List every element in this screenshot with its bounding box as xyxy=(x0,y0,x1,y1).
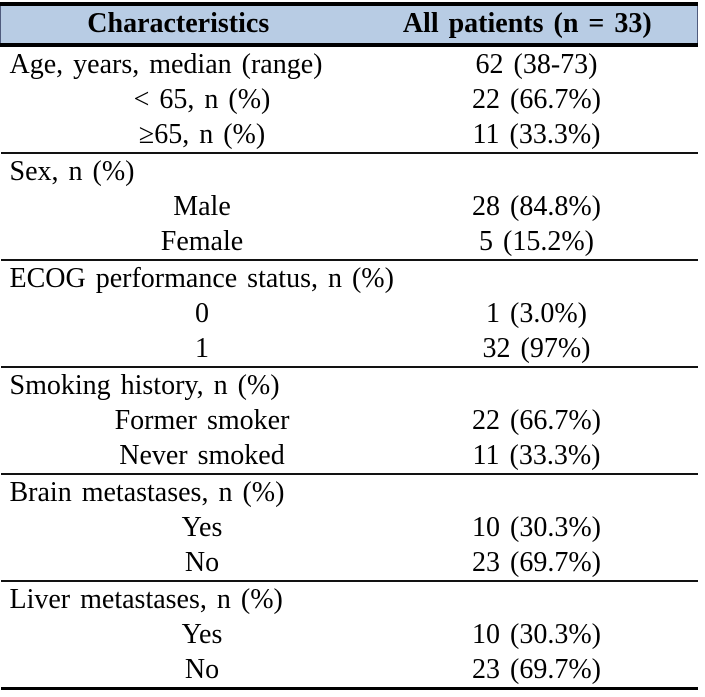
row-value: 10 (30.3%) xyxy=(472,511,601,543)
row-value: 32 (97%) xyxy=(482,332,591,364)
table-row: Sex, n (%) xyxy=(1,153,698,189)
row-label: Former smoker xyxy=(114,404,290,436)
table-row: ≥65, n (%) 11 (33.3%) xyxy=(1,117,698,153)
row-label: ≥65, n (%) xyxy=(138,118,266,150)
table-section: Sex, n (%) Male 28 (84.8%) Female 5 (15.2%) xyxy=(0,153,698,260)
row-label: 1 xyxy=(195,332,209,364)
patient-characteristics-table: Characteristics All patients (n = 33) Ag… xyxy=(0,2,698,690)
table-row: 1 32 (97%) xyxy=(1,331,698,367)
table-section: Brain metastases, n (%) Yes 10 (30.3%) No 23… xyxy=(0,474,698,581)
row-value: 28 (84.8%) xyxy=(472,190,601,222)
table-section: Smoking history, n (%) Former smoker 22 (6… xyxy=(0,367,698,474)
row-label: Female xyxy=(160,225,244,257)
table-row: Liver metastases, n (%) xyxy=(1,581,698,617)
row-label: Liver metastases, n (%) xyxy=(9,583,283,615)
row-label: < 65, n (%) xyxy=(133,83,271,115)
table-row: No 23 (69.7%) xyxy=(1,545,698,581)
row-value: 5 (15.2%) xyxy=(479,225,594,257)
row-label: Yes xyxy=(181,618,223,650)
row-value: 62 (38-73) xyxy=(475,48,598,80)
row-value: 22 (66.7%) xyxy=(472,404,601,436)
table-row: Female 5 (15.2%) xyxy=(1,224,698,260)
table-row: 0 1 (3.0%) xyxy=(1,296,698,331)
row-value: 23 (69.7%) xyxy=(472,546,601,578)
table-header-row: Characteristics All patients (n = 33) xyxy=(0,4,698,45)
row-label: ECOG performance status, n (%) xyxy=(9,262,394,294)
table-row: < 65, n (%) 22 (66.7%) xyxy=(1,82,698,117)
row-value: 1 (3.0%) xyxy=(486,297,587,329)
row-label: 0 xyxy=(195,297,209,329)
row-label: Brain metastases, n (%) xyxy=(9,476,285,508)
table-section: Liver metastases, n (%) Yes 10 (30.3%) No 23… xyxy=(0,581,698,689)
characteristics-column-header: Characteristics xyxy=(0,4,376,45)
table-row: Smoking history, n (%) xyxy=(1,367,698,403)
row-label: Male xyxy=(173,190,231,222)
table-row: Male 28 (84.8%) xyxy=(1,189,698,224)
row-value: 22 (66.7%) xyxy=(472,83,601,115)
row-value: 23 (69.7%) xyxy=(472,653,601,685)
all-patients-column-header: All patients (n = 33) xyxy=(375,4,698,45)
row-label: Smoking history, n (%) xyxy=(9,369,280,401)
row-label: No xyxy=(184,546,220,578)
row-label: Sex, n (%) xyxy=(9,155,135,187)
table-row: Yes 10 (30.3%) xyxy=(1,617,698,652)
table-row: Brain metastases, n (%) xyxy=(1,474,698,510)
table-section: ECOG performance status, n (%) 0 1 (3.0%) 1… xyxy=(0,260,698,367)
table-row: ECOG performance status, n (%) xyxy=(1,260,698,296)
table-row: Former smoker 22 (66.7%) xyxy=(1,403,698,438)
row-label: No xyxy=(184,653,220,685)
table-row: Age, years, median (range) 62 (38-73) xyxy=(1,45,698,82)
row-value: 11 (33.3%) xyxy=(472,118,601,150)
table-row: Never smoked 11 (33.3%) xyxy=(1,438,698,474)
table-row: No 23 (69.7%) xyxy=(1,652,698,689)
table-section: Age, years, median (range) 62 (38-73) < 65… xyxy=(1,45,698,153)
row-label: Age, years, median (range) xyxy=(9,48,323,80)
table-row: Yes 10 (30.3%) xyxy=(1,510,698,545)
row-value: 11 (33.3%) xyxy=(472,439,601,471)
row-value: 10 (30.3%) xyxy=(472,618,601,650)
row-label: Never smoked xyxy=(119,439,285,471)
row-label: Yes xyxy=(181,511,223,543)
